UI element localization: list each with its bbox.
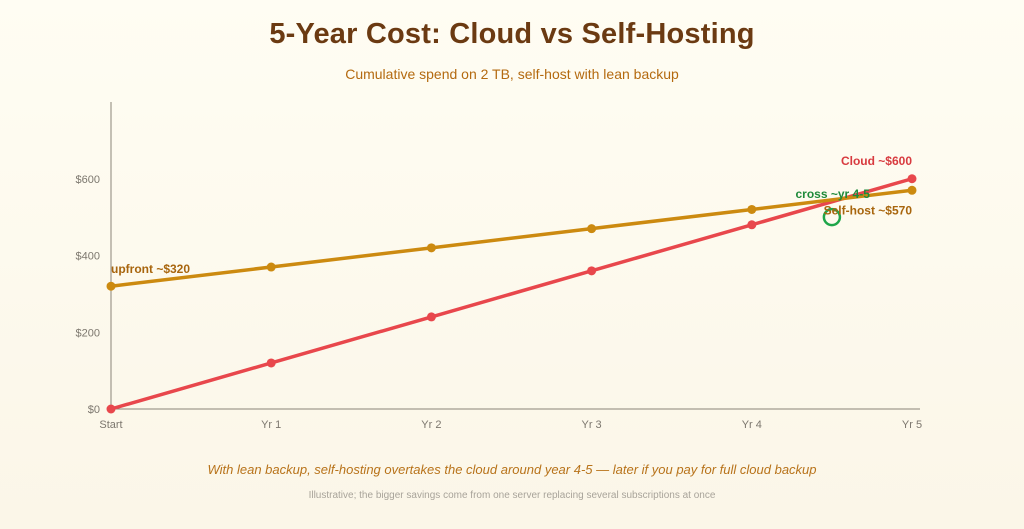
- x-tick-label: Yr 3: [582, 419, 602, 431]
- annotation-label: Self-host ~$570: [824, 203, 913, 217]
- data-point-cloud: [266, 358, 276, 368]
- data-point-self-host: [587, 224, 597, 234]
- chart-title: 5-Year Cost: Cloud vs Self-Hosting: [269, 18, 755, 50]
- y-tick-label: $600: [76, 174, 100, 186]
- data-point-cloud: [426, 312, 436, 322]
- data-point-cloud: [747, 220, 757, 230]
- x-tick-label: Yr 2: [421, 419, 441, 431]
- chart-footnote: Illustrative; the bigger savings come fr…: [308, 490, 716, 501]
- series-line-cloud: [109, 177, 914, 411]
- data-point-self-host: [266, 262, 276, 272]
- chart-caption: With lean backup, self-hosting overtakes…: [207, 462, 817, 477]
- data-point-cloud: [587, 266, 597, 276]
- y-tick-label: $0: [88, 404, 100, 416]
- data-point-self-host: [747, 204, 757, 214]
- y-tick-label: $400: [76, 251, 100, 263]
- data-point-self-host: [106, 281, 116, 291]
- annotation-label: cross ~yr 4-5: [796, 187, 871, 201]
- x-tick-label: Start: [99, 419, 122, 431]
- x-tick-label: Yr 5: [902, 419, 922, 431]
- x-tick-label: Yr 1: [261, 419, 281, 431]
- x-tick-label: Yr 4: [742, 419, 762, 431]
- data-point-cloud: [106, 404, 116, 414]
- annotation-label: upfront ~$320: [111, 262, 190, 276]
- y-tick-label: $200: [76, 327, 100, 339]
- chart-subtitle: Cumulative spend on 2 TB, self-host with…: [345, 66, 679, 82]
- data-point-cloud: [907, 174, 917, 184]
- series-line-self-host: [109, 188, 914, 288]
- data-point-self-host: [907, 185, 917, 195]
- annotation-label: Cloud ~$600: [841, 154, 912, 168]
- data-point-self-host: [426, 243, 436, 253]
- crossover-marker: [822, 207, 842, 227]
